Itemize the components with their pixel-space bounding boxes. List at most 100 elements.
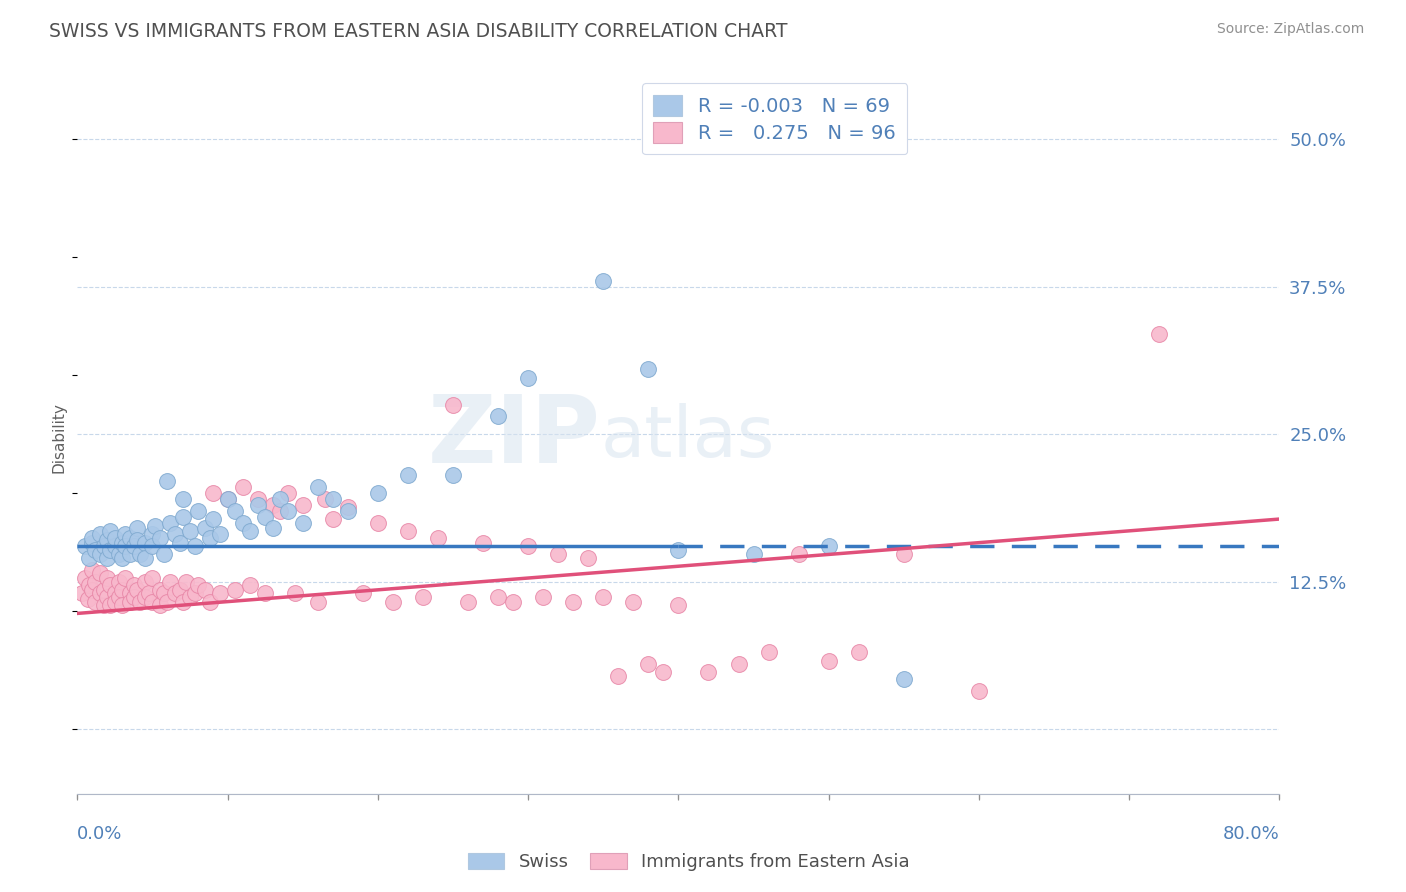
Point <box>441 468 464 483</box>
Legend: Swiss, Immigrants from Eastern Asia: Swiss, Immigrants from Eastern Asia <box>461 846 917 879</box>
Point <box>93 598 115 612</box>
Text: 80.0%: 80.0% <box>1223 825 1279 843</box>
Point <box>277 486 299 500</box>
Point <box>111 535 134 549</box>
Point <box>127 582 149 597</box>
Point <box>269 504 291 518</box>
Point <box>668 598 690 612</box>
Point <box>134 574 156 589</box>
Point <box>84 594 107 608</box>
Point <box>547 548 569 562</box>
Point <box>127 521 149 535</box>
Point <box>637 657 659 672</box>
Legend: R = -0.003   N = 69, R =   0.275   N = 96: R = -0.003 N = 69, R = 0.275 N = 96 <box>641 83 907 154</box>
Point <box>352 586 374 600</box>
Point <box>84 574 107 589</box>
Point <box>163 527 186 541</box>
Point <box>758 645 780 659</box>
Point <box>201 486 224 500</box>
Point <box>174 574 197 589</box>
Point <box>89 586 111 600</box>
Point <box>73 539 96 553</box>
Point <box>637 362 659 376</box>
Point <box>127 533 149 548</box>
Point <box>967 684 990 698</box>
Point <box>153 548 176 562</box>
Point <box>89 527 111 541</box>
Point <box>592 590 614 604</box>
Point <box>198 531 221 545</box>
Point <box>124 578 146 592</box>
Point <box>70 586 93 600</box>
Text: Source: ZipAtlas.com: Source: ZipAtlas.com <box>1216 22 1364 37</box>
Point <box>486 409 509 424</box>
Point <box>269 491 291 506</box>
Point <box>114 527 136 541</box>
Point <box>149 531 172 545</box>
Point <box>96 590 118 604</box>
Point <box>114 539 136 553</box>
Point <box>111 598 134 612</box>
Point <box>96 551 118 566</box>
Point <box>239 524 262 538</box>
Point <box>141 527 163 541</box>
Point <box>108 574 131 589</box>
Point <box>727 657 749 672</box>
Point <box>111 551 134 566</box>
Point <box>198 594 221 608</box>
Point <box>100 524 122 538</box>
Point <box>124 590 146 604</box>
Point <box>169 582 191 597</box>
Point <box>108 548 131 562</box>
Point <box>96 571 118 585</box>
Point <box>239 578 262 592</box>
Point <box>291 498 314 512</box>
Point <box>502 594 524 608</box>
Point <box>172 594 194 608</box>
Point <box>73 571 96 585</box>
Point <box>817 539 839 553</box>
Point <box>172 491 194 506</box>
Point <box>517 370 540 384</box>
Point <box>159 516 181 530</box>
Point <box>93 582 115 597</box>
Point <box>848 645 870 659</box>
Point <box>472 535 495 549</box>
Point <box>322 491 344 506</box>
Point <box>82 582 104 597</box>
Point <box>232 480 254 494</box>
Point <box>104 531 127 545</box>
Point <box>108 590 131 604</box>
Point <box>576 551 599 566</box>
Text: ZIP: ZIP <box>427 391 600 483</box>
Point <box>262 521 284 535</box>
Point <box>84 542 107 557</box>
Point <box>668 542 690 557</box>
Point <box>187 578 209 592</box>
Point <box>124 539 146 553</box>
Point <box>517 539 540 553</box>
Point <box>246 498 269 512</box>
Point <box>100 578 122 592</box>
Point <box>134 590 156 604</box>
Point <box>307 480 329 494</box>
Point <box>291 516 314 530</box>
Point <box>336 500 359 515</box>
Point <box>129 548 152 562</box>
Point <box>104 539 127 553</box>
Point <box>104 586 127 600</box>
Point <box>217 491 239 506</box>
Point <box>1149 326 1171 341</box>
Point <box>396 524 419 538</box>
Point <box>246 491 269 506</box>
Point <box>156 475 179 489</box>
Point <box>82 563 104 577</box>
Point <box>787 548 810 562</box>
Point <box>277 504 299 518</box>
Point <box>284 586 307 600</box>
Point <box>381 594 404 608</box>
Point <box>159 574 181 589</box>
Point <box>621 594 644 608</box>
Point <box>217 491 239 506</box>
Point <box>209 527 232 541</box>
